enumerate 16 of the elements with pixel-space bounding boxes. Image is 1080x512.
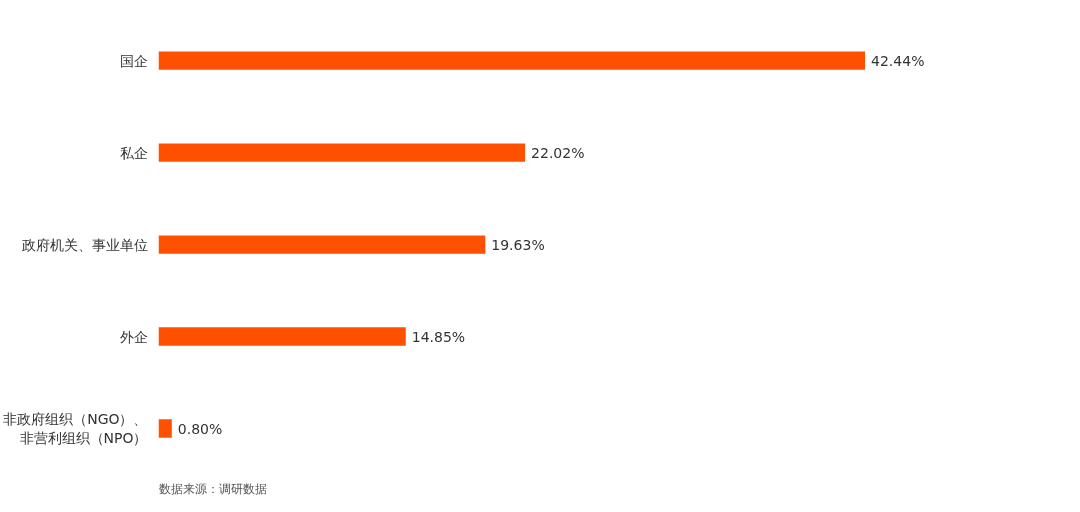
y-tick-label: 外企 [119,328,148,345]
source-note: 数据来源：调研数据 [158,481,267,496]
bar [158,143,526,162]
data-label: 0.80% [177,420,223,437]
bar [158,419,172,438]
y-tick-label: 政府机关、事业单位 [21,236,148,253]
bar [158,51,866,70]
data-label: 14.85% [411,328,466,345]
data-label: 19.63% [491,236,545,253]
y-tick-label: 私企 [119,144,148,161]
y-tick-label: 非政府组织（NGO）、非营利组织（NPO） [3,410,148,447]
bar [158,327,406,346]
bar [158,235,486,254]
data-label: 22.02% [531,144,585,161]
data-label: 42.44% [871,52,925,69]
y-tick-label: 国企 [119,52,148,69]
